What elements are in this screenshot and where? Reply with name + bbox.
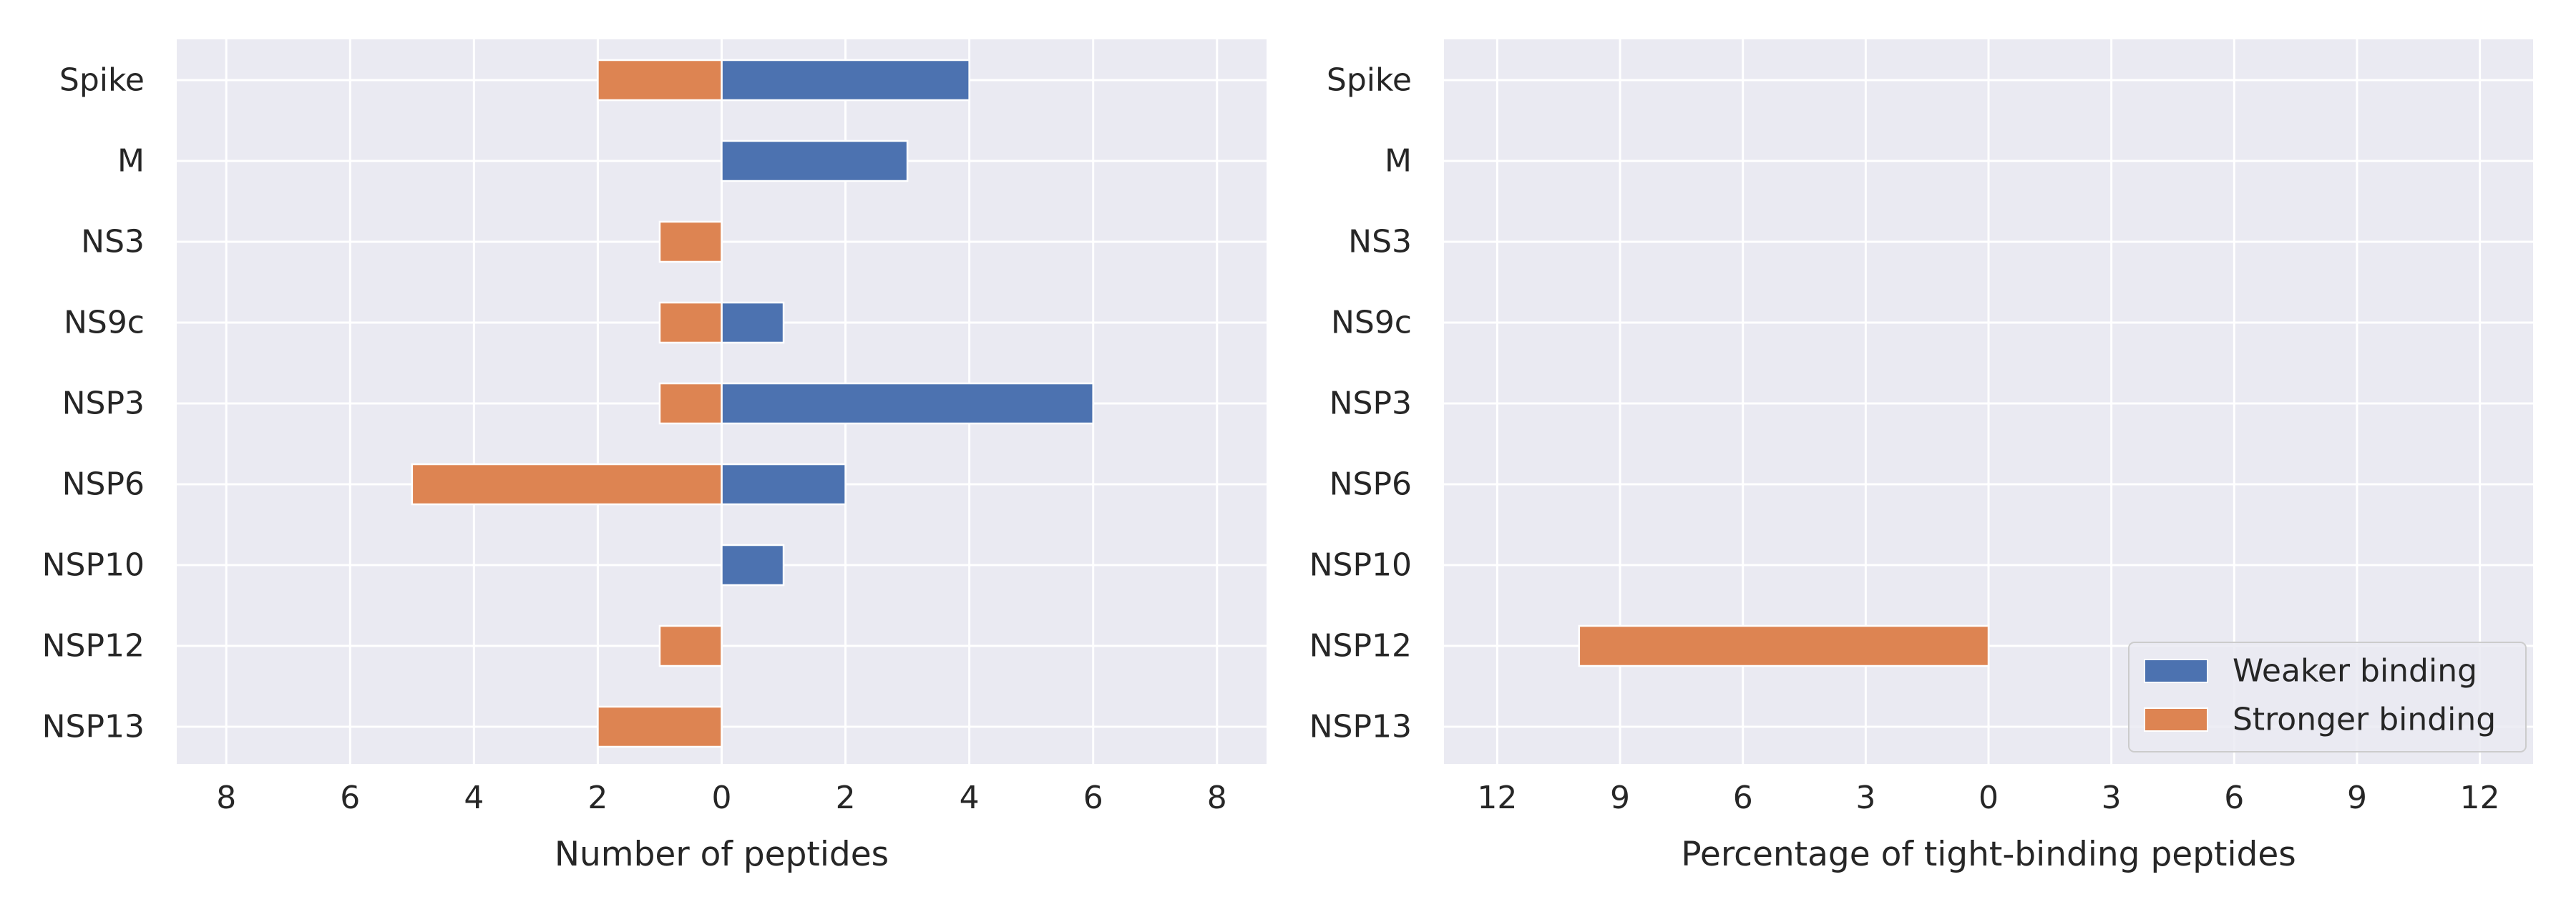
left-ytick-label-nsp10: NSP10	[42, 547, 145, 584]
right-xtick-label-0: 12	[1477, 780, 1517, 816]
right-xtick-label-3: 3	[1855, 780, 1875, 816]
left-ytick-label-nsp13: NSP13	[42, 709, 145, 745]
legend-label-weaker-binding: Weaker binding	[2233, 653, 2477, 690]
left-bar-spike-stronger-binding	[597, 59, 723, 102]
left-bar-ns3-stronger-binding	[658, 220, 723, 263]
left-bar-spike-weaker-binding	[721, 59, 970, 102]
right-ytick-label-nsp6: NSP6	[1330, 466, 1412, 503]
right-xtick-label-5: 3	[2102, 780, 2122, 816]
right-ytick-label-nsp12: NSP12	[1309, 628, 1412, 665]
right-ytick-label-nsp3: NSP3	[1330, 386, 1412, 422]
left-bar-nsp3-weaker-binding	[721, 382, 1094, 425]
right-ytick-label-m: M	[1385, 143, 1412, 180]
left-bar-nsp10-weaker-binding	[721, 544, 785, 587]
left-bar-nsp12-stronger-binding	[658, 624, 723, 667]
left-xtick-label-0: 8	[216, 780, 236, 816]
left-xtick-label-3: 2	[587, 780, 608, 816]
left-bar-nsp3-stronger-binding	[658, 382, 723, 425]
left-xtick-label-4: 0	[712, 780, 732, 816]
left-ytick-label-spike: Spike	[59, 62, 145, 99]
left-ytick-label-ns3: NS3	[81, 224, 145, 260]
right-bar-nsp12-stronger-binding	[1578, 624, 1990, 667]
right-ytick-label-nsp10: NSP10	[1309, 547, 1412, 584]
right-xtick-label-6: 6	[2224, 780, 2244, 816]
left-xtick-label-6: 4	[960, 780, 980, 816]
left-x-axis-label: Number of peptides	[555, 835, 889, 874]
left-bar-nsp13-stronger-binding	[597, 705, 723, 748]
right-ytick-label-nsp13: NSP13	[1309, 709, 1412, 745]
left-xtick-label-2: 4	[464, 780, 484, 816]
left-ytick-label-m: M	[117, 143, 145, 180]
left-xtick-label-8: 8	[1207, 780, 1227, 816]
right-xtick-label-8: 12	[2460, 780, 2500, 816]
right-xtick-label-4: 0	[1979, 780, 1999, 816]
left-ytick-label-nsp6: NSP6	[62, 466, 145, 503]
right-ytick-label-ns3: NS3	[1348, 224, 1412, 260]
right-xtick-label-2: 6	[1733, 780, 1753, 816]
left-bar-ns9c-stronger-binding	[658, 301, 723, 344]
right-x-axis-label: Percentage of tight-binding peptides	[1681, 835, 2296, 874]
right-ytick-label-ns9c: NS9c	[1331, 305, 1412, 341]
legend-swatch-stronger-binding	[2144, 707, 2208, 732]
right-ytick-label-spike: Spike	[1327, 62, 1412, 99]
legend-swatch-weaker-binding	[2144, 659, 2208, 683]
left-xtick-label-1: 6	[340, 780, 360, 816]
left-bar-ns9c-weaker-binding	[721, 301, 785, 344]
left-bar-nsp6-stronger-binding	[411, 463, 723, 506]
right-xtick-label-1: 9	[1610, 780, 1630, 816]
left-xtick-label-5: 2	[836, 780, 856, 816]
left-panel-number-of-peptides: Spike M NS3 NS9c NSP3 NSP6 NSP10 NSP12 NSP13 8 6 4 2…	[42, 39, 1267, 874]
legend: Weaker binding Stronger binding	[2128, 642, 2527, 752]
left-ytick-label-nsp3: NSP3	[62, 386, 145, 422]
right-xtick-label-7: 9	[2347, 780, 2367, 816]
left-bar-m-weaker-binding	[721, 139, 909, 182]
legend-label-stronger-binding: Stronger binding	[2233, 702, 2496, 738]
left-ytick-label-nsp12: NSP12	[42, 628, 145, 665]
left-ytick-label-ns9c: NS9c	[64, 305, 145, 341]
legend-frame	[2128, 642, 2527, 752]
left-xtick-label-7: 6	[1083, 780, 1103, 816]
left-bar-nsp6-weaker-binding	[721, 463, 847, 506]
